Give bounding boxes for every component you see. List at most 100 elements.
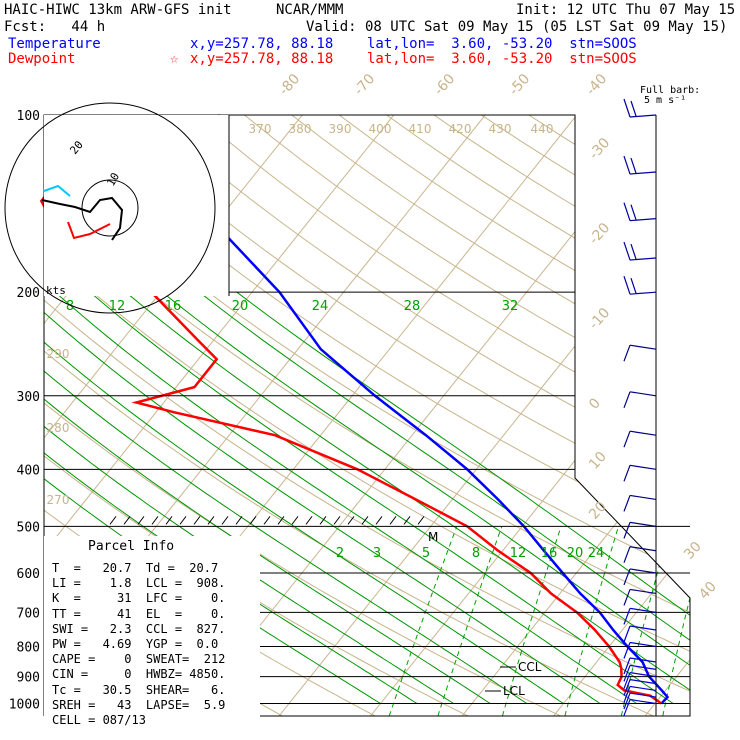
dry-adiabat	[386, 115, 690, 716]
pressure-tick-label: 100	[17, 109, 40, 124]
dry-adiabat	[244, 115, 690, 716]
hodograph-trace-low	[67, 221, 111, 240]
hatch-mark	[263, 516, 271, 525]
mixing-ratio-label: 24	[312, 299, 329, 314]
pressure-tick-label: 400	[17, 463, 40, 478]
isotherm-line	[461, 115, 690, 716]
parcel-info-row: SWI = 2.3 CCL = 827.	[52, 621, 226, 636]
wind-barb	[623, 155, 657, 175]
dewpoint-star-icon: ☆	[170, 51, 179, 67]
mixing-ratio-line	[696, 526, 739, 716]
dry-adiabat	[196, 115, 690, 716]
dewpoint-location: x,y=257.78, 88.18 lat,lon= 3.60, -53.20 …	[190, 51, 637, 67]
isotherm-label: -10	[586, 305, 613, 333]
wind-barb	[623, 664, 657, 682]
pressure-tick-label: 900	[17, 671, 40, 686]
init-time: Init: 12 UTC Thu 07 May 15	[516, 2, 736, 18]
wind-barb	[623, 641, 657, 659]
parcel-info-row: CELL = 087/13	[52, 713, 146, 728]
hodograph-ring-outer	[4, 102, 216, 314]
dry-adiabat	[433, 115, 690, 716]
mixing-ratio-label: 16	[541, 546, 558, 561]
wind-barb	[623, 679, 657, 696]
dry-adiabat	[44, 115, 690, 716]
mixing-ratio-label: 32	[502, 299, 519, 314]
mixing-ratio-label: 8	[66, 299, 74, 314]
hodograph-trace-upper	[43, 184, 71, 197]
theta-label: 400	[369, 122, 392, 136]
wind-barb	[623, 275, 657, 295]
dry-adiabat	[44, 115, 690, 716]
wind-barb	[623, 685, 657, 703]
theta-label: 410	[409, 122, 432, 136]
annotation-ccl: CCL	[518, 660, 542, 674]
hatch-mark	[305, 516, 313, 525]
wind-barb	[623, 521, 657, 539]
dry-adiabat	[44, 115, 690, 716]
hatch-mark	[109, 516, 117, 525]
wind-barb	[623, 568, 657, 586]
wind-barb	[623, 430, 657, 448]
isotherm-label: 20	[586, 499, 610, 523]
parcel-info-row: LI = 1.8 LCL = 908.	[52, 576, 226, 591]
parcel-info-title: Parcel Info	[88, 539, 175, 554]
isotherm-line	[44, 115, 395, 716]
theta-label: 440	[531, 122, 554, 136]
wind-barb	[623, 588, 657, 606]
mixing-ratio-line	[723, 526, 740, 716]
wind-barb	[623, 672, 657, 689]
dewpoint-legend: Dewpoint	[8, 51, 76, 67]
hatch-mark	[333, 516, 341, 525]
hodograph-trace	[41, 196, 124, 241]
parcel-info-rows: T = 20.7 Td = 20.7 LI = 1.8 LCL = 908. K =…	[52, 561, 225, 728]
dry-adiabat	[44, 115, 561, 716]
parcel-info-row: CAPE = 0 SWEAT= 212	[52, 652, 226, 667]
pressure-tick-label: 600	[17, 567, 40, 582]
dry-adiabat	[575, 115, 690, 716]
isotherm-line	[737, 115, 740, 716]
mixing-ratio-line	[501, 526, 562, 716]
wind-barb	[623, 464, 657, 482]
hatch-mark	[319, 516, 327, 525]
wind-barb-column	[623, 98, 657, 716]
isotherm-line	[278, 115, 690, 716]
barb-note-line1: Full barb:	[640, 85, 701, 96]
isotherm-line	[0, 115, 28, 716]
hatch-mark	[389, 516, 397, 525]
mixing-ratio-label: 16	[165, 299, 182, 314]
moist-adiabat	[199, 291, 690, 704]
dry-adiabat	[670, 115, 690, 716]
wind-barb	[623, 494, 657, 512]
dry-adiabat	[54, 115, 690, 716]
temperature-legend: Temperature	[8, 36, 101, 52]
hodograph-ring-inner	[81, 179, 139, 237]
pressure-tick-label: 300	[17, 390, 40, 405]
dry-adiabat	[101, 115, 690, 716]
theta-label: 290	[47, 347, 70, 361]
mixing-ratio-label: 24	[588, 546, 605, 561]
mixing-ratio-line	[388, 526, 458, 716]
hatch-mark	[403, 516, 411, 525]
wind-barb	[623, 546, 657, 563]
mixing-ratio-label: 12	[109, 299, 126, 314]
isotherm-line	[553, 115, 690, 716]
hatch-mark	[123, 516, 131, 525]
isotherm-label: 40	[696, 579, 720, 603]
parcel-info-row: TT = 41 EL = 0.	[52, 606, 226, 621]
hatch-mark	[291, 516, 299, 525]
hatch-mark	[151, 516, 159, 525]
isotherm-label: -40	[583, 71, 610, 99]
annotation-m: M	[428, 530, 438, 544]
model-title: HAIC-HIWC 13km ARW-GFS init	[4, 2, 232, 18]
annotation-lcl: LCL	[503, 684, 525, 698]
theta-label: 390	[329, 122, 352, 136]
theta-label: 280	[47, 421, 70, 435]
barb-note-line2: 5 m s⁻¹	[644, 95, 687, 106]
wind-barb	[623, 692, 657, 710]
moist-adiabat	[236, 291, 690, 704]
dry-adiabat	[149, 115, 690, 716]
parcel-info-row: T = 20.7 Td = 20.7	[52, 561, 219, 575]
hatch-mark	[193, 516, 201, 525]
